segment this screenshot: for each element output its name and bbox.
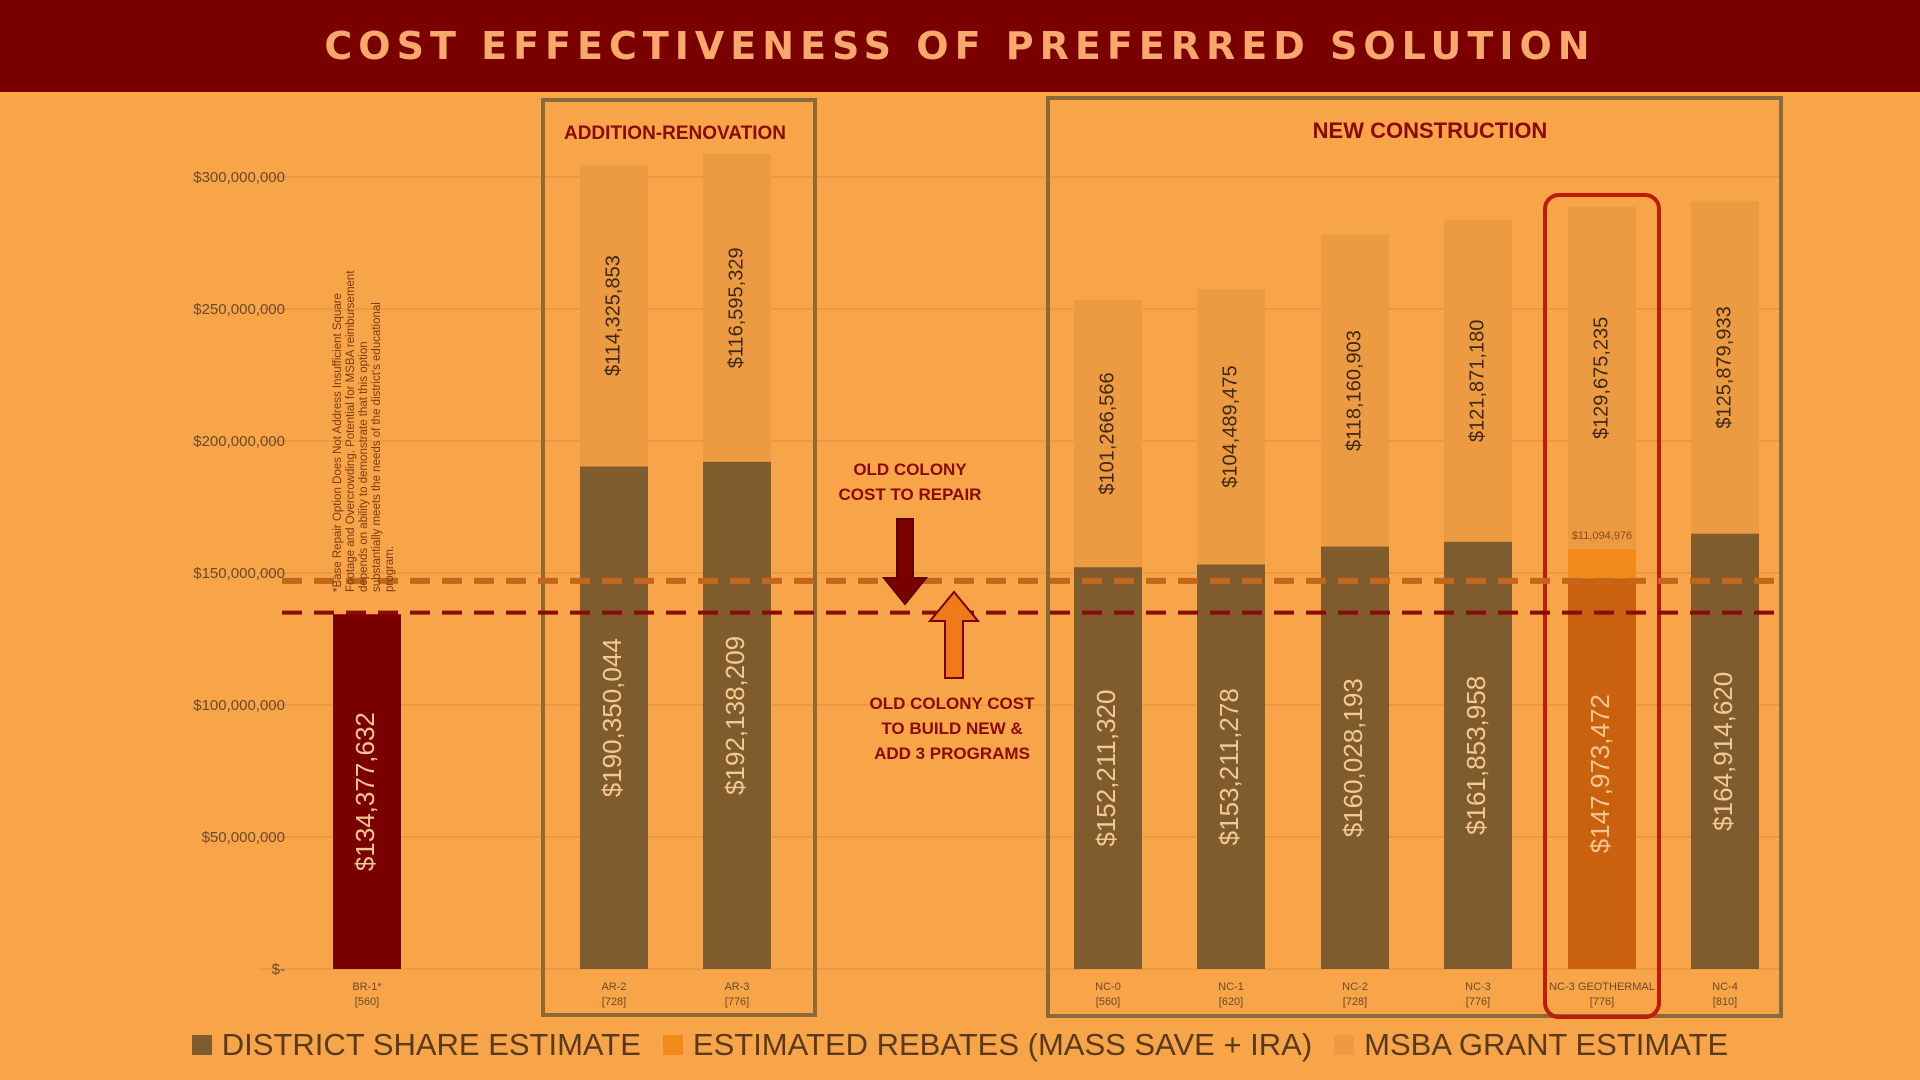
data-label-msba: $101,266,566 [1096, 372, 1118, 494]
new-construction-box [1046, 96, 1783, 1018]
x-tick-label: BR-1* [352, 981, 382, 993]
y-tick-label: $100,000,000 [193, 697, 285, 714]
x-tick-label: NC-0 [1095, 981, 1121, 993]
bar-district-share [1691, 533, 1759, 969]
x-tick-sublabel: [560] [355, 996, 379, 1008]
data-label-district: $192,138,209 [720, 636, 750, 795]
legend-label: DISTRICT SHARE ESTIMATE [221, 1027, 641, 1062]
data-label-district: $152,211,320 [1091, 690, 1121, 847]
data-label-rebates: $11,094,976 [1572, 530, 1632, 542]
bar-msba-grant [1321, 234, 1389, 547]
cost-chart: $- $50,000,000 $100,000,000 $150,000,000 $20… [193, 96, 1783, 1019]
br1-footnote-line: Footage and Overcrowding. Potential for … [345, 270, 357, 592]
new-label-line: OLD COLONY COST [870, 694, 1036, 713]
x-tick-label: NC-3 [1465, 981, 1491, 993]
br1-footnote-line: depends on ability to demonstrate that t… [358, 341, 370, 592]
x-tick-sublabel: [810] [1713, 996, 1737, 1008]
data-label-district: $190,350,044 [597, 638, 627, 797]
y-tick-label: $300,000,000 [193, 169, 285, 186]
title-bar: COST EFFECTIVENESS OF PREFERRED SOLUTION [0, 0, 1920, 92]
page-title: COST EFFECTIVENESS OF PREFERRED SOLUTION [324, 24, 1596, 68]
highlight-box [1543, 193, 1661, 1019]
bar-district-share [1321, 546, 1389, 969]
x-tick-sublabel: [728] [1343, 996, 1367, 1008]
y-tick-label: $200,000,000 [193, 433, 285, 450]
x-tick-label: AR-2 [601, 981, 626, 993]
bar-district-share [1197, 564, 1265, 969]
repair-label-line1: OLD COLONY [853, 460, 967, 479]
data-label-district: $134,377,632 [350, 712, 380, 871]
data-label-district: $161,853,958 [1461, 676, 1491, 835]
y-tick-label: $50,000,000 [202, 829, 285, 846]
data-label-district: $160,028,193 [1338, 678, 1368, 837]
x-tick-label: NC-1 [1218, 981, 1244, 993]
bar-msba-grant [580, 164, 648, 467]
br1-footnote-line: *Base Repair Option Does Not Address Ins… [332, 293, 344, 592]
x-tick-sublabel: [620] [1219, 996, 1243, 1008]
y-tick-label: $- [272, 961, 285, 978]
data-label-district: $164,914,620 [1708, 672, 1738, 831]
data-label-district: $153,211,278 [1214, 688, 1244, 845]
x-tick-label: AR-3 [724, 981, 749, 993]
data-label-msba: $114,325,853 [602, 255, 624, 376]
y-tick-label: $250,000,000 [193, 301, 285, 318]
legend-item: DISTRICT SHARE ESTIMATE [191, 1027, 641, 1063]
addition-renovation-box [541, 98, 817, 1017]
x-tick-sublabel: [560] [1096, 996, 1120, 1008]
x-tick-sublabel: [776] [725, 996, 749, 1008]
legend-swatch [1334, 1035, 1355, 1055]
legend-label: ESTIMATED REBATES (MASS SAVE + IRA) [692, 1027, 1313, 1062]
data-label-msba: $104,489,475 [1219, 365, 1241, 487]
bar-msba-grant [1444, 219, 1512, 542]
chart-legend: DISTRICT SHARE ESTIMATE ESTIMATED REBATES… [0, 1025, 1920, 1065]
x-tick-label: NC-4 [1712, 981, 1738, 993]
data-label-msba: $129,675,235 [1590, 317, 1612, 439]
legend-label: MSBA GRANT ESTIMATE [1364, 1027, 1729, 1062]
bar-msba-grant [1568, 206, 1636, 550]
y-tick-label: $150,000,000 [193, 565, 285, 582]
x-tick-sublabel: [728] [602, 996, 626, 1008]
legend-swatch [662, 1035, 683, 1055]
data-label-msba: $118,160,903 [1343, 330, 1365, 451]
bar-district-share [1074, 567, 1142, 969]
bar-msba-grant [1074, 299, 1142, 568]
bar-district-share [703, 461, 771, 969]
x-tick-sublabel: [776] [1466, 996, 1490, 1008]
br1-footnote-line: program. [384, 546, 396, 592]
legend-swatch [191, 1035, 212, 1055]
new-label-line: ADD 3 PROGRAMS [874, 744, 1030, 763]
bar-rebates [1568, 549, 1636, 579]
new-label-line: TO BUILD NEW & [881, 719, 1022, 738]
x-tick-label: NC-3 GEOTHERMAL [1549, 981, 1655, 993]
legend-item: MSBA GRANT ESTIMATE [1334, 1027, 1728, 1063]
legend-item: ESTIMATED REBATES (MASS SAVE + IRA) [662, 1027, 1313, 1063]
br1-footnote-line: substantially meets the needs of the dis… [371, 302, 383, 592]
x-tick-sublabel: [776] [1590, 996, 1614, 1008]
repair-label-line2: COST TO REPAIR [839, 485, 982, 504]
data-label-msba: $116,595,329 [725, 247, 747, 368]
bar-msba-grant [1197, 288, 1265, 565]
bar-district-share [1568, 578, 1636, 969]
bar-district-share [333, 614, 401, 969]
data-label-district: $147,973,472 [1585, 694, 1615, 853]
down-arrow-icon [881, 518, 929, 606]
bar-msba-grant [703, 153, 771, 462]
bar-msba-grant [1691, 201, 1759, 534]
data-label-msba: $121,871,180 [1466, 320, 1488, 442]
addition-renovation-label: ADDITION-RENOVATION [564, 123, 786, 144]
br1-footnote: *Base Repair Option Does Not Address Ins… [332, 270, 396, 592]
x-tick-label: NC-2 [1342, 981, 1368, 993]
up-arrow-icon [927, 590, 981, 679]
bar-district-share [580, 466, 648, 969]
data-label-msba: $125,879,933 [1713, 306, 1735, 428]
new-construction-label: NEW CONSTRUCTION [1313, 118, 1548, 143]
